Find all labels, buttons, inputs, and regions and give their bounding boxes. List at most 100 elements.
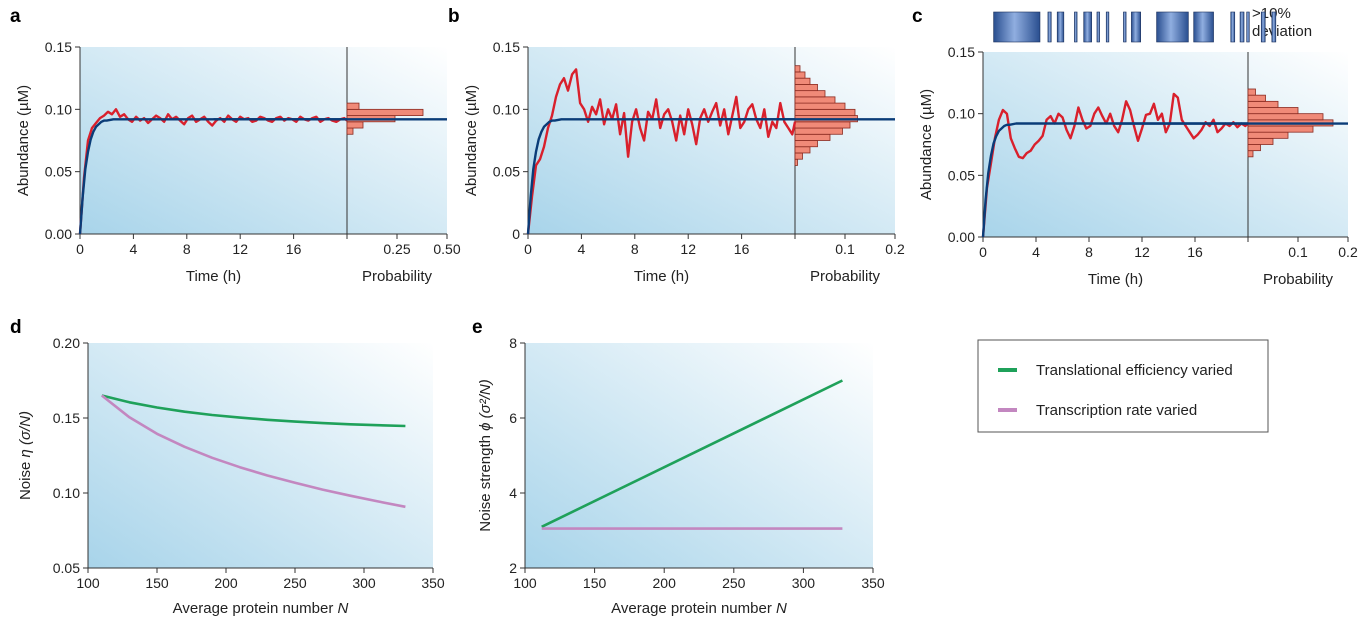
panel-letter-b: b: [448, 6, 460, 27]
x-tick-label: 100: [76, 575, 100, 591]
x-tick-label: 300: [792, 575, 816, 591]
y-tick-label: 0.10: [45, 101, 72, 117]
x-tick-label: 100: [513, 575, 537, 591]
histogram-bar: [1247, 88, 1256, 96]
x-tick-label: 0: [524, 241, 532, 257]
deviation-bar: [1260, 11, 1266, 43]
histogram-bar: [794, 77, 811, 85]
x-tick-label: 200: [653, 575, 677, 591]
histogram-bar: [1247, 113, 1324, 121]
x-tick-label: 12: [1134, 244, 1150, 260]
x-tick-label: 150: [145, 575, 169, 591]
x-tick-label: 4: [1032, 244, 1040, 260]
histogram-bar: [794, 121, 851, 129]
deviation-label-line1: >10%: [1252, 5, 1291, 22]
deviation-bar: [1096, 11, 1100, 43]
histogram-bar: [1247, 107, 1299, 115]
deviation-bar: [1271, 11, 1277, 43]
y-axis-label-symbol: η (σ/N): [17, 411, 34, 458]
x-axis-label-symbol: N: [776, 600, 787, 617]
deviation-bar: [1239, 11, 1245, 43]
x-axis-label: Average protein number N: [173, 600, 349, 617]
histogram-bar: [1247, 131, 1289, 139]
x-tick-label: 16: [734, 241, 750, 257]
histogram-bar: [794, 152, 803, 160]
x-tick-label: 300: [352, 575, 376, 591]
panel-letter-a: a: [10, 6, 21, 27]
histogram-bar: [794, 158, 798, 166]
y-tick-label: 0.10: [493, 101, 520, 117]
deviation-bar: [1056, 11, 1065, 43]
y-tick-label: 0.15: [53, 410, 80, 426]
hist-x-tick-label: 0.1: [1288, 244, 1308, 260]
hist-x-tick-label: 0.25: [383, 241, 410, 257]
x-axis-label: Time (h): [1088, 271, 1143, 288]
histogram-bar: [794, 71, 806, 79]
hist-axis-label: Probability: [362, 268, 433, 285]
hist-axis-label: Probability: [1263, 271, 1334, 288]
panel-d: 0.05 0.10 0.15 0.20 100 150 200 250 300 350 Averag…: [17, 335, 445, 617]
histogram-bar: [794, 127, 843, 135]
x-tick-label: 350: [421, 575, 445, 591]
histogram-bar: [346, 102, 360, 110]
y-tick-label: 0.10: [948, 106, 975, 122]
histogram-bar: [794, 84, 818, 92]
hist-x-tick-label: 0.2: [1338, 244, 1358, 260]
y-tick-label: 2: [509, 560, 517, 576]
y-axis-label-text: Noise strength: [477, 431, 494, 532]
deviation-bar: [1083, 11, 1092, 43]
y-tick-label: 0.15: [948, 44, 975, 60]
hist-x-tick-label: 0.2: [885, 241, 905, 257]
x-tick-label: 0: [979, 244, 987, 260]
pink-series-line: [100, 394, 406, 509]
histogram-bar: [346, 127, 354, 135]
y-tick-label: 0.05: [53, 560, 80, 576]
histogram-bar: [794, 140, 818, 148]
x-axis-label-text: Average protein number: [611, 600, 776, 617]
histogram-bar: [794, 96, 836, 104]
deviation-bar: [1105, 11, 1110, 43]
green-series-line: [101, 394, 406, 428]
histogram-bar: [794, 102, 846, 110]
x-axis-label-symbol: N: [337, 600, 348, 617]
x-tick-label: 250: [283, 575, 307, 591]
x-tick-label: 4: [130, 241, 138, 257]
deviation-bar: [1074, 11, 1078, 43]
deviation-bar: [1193, 11, 1214, 43]
y-axis-label: Noise η (σ/N): [17, 411, 34, 500]
y-axis-label: Abundance (µM): [918, 89, 935, 200]
y-tick-label: 0.00: [948, 229, 975, 245]
y-tick-label: 0.00: [45, 226, 72, 242]
x-tick-label: 0: [76, 241, 84, 257]
x-tick-label: 12: [680, 241, 696, 257]
x-tick-label: 4: [578, 241, 586, 257]
y-tick-label: 0.05: [45, 164, 72, 180]
x-tick-label: 350: [861, 575, 885, 591]
y-axis-label: Noise strength ϕ (σ²/N): [477, 379, 494, 531]
y-tick-label: 8: [509, 335, 517, 351]
y-axis-label-symbol: ϕ (σ²/N): [477, 379, 494, 431]
x-axis-label-text: Average protein number: [173, 600, 338, 617]
y-tick-label: 4: [509, 485, 517, 501]
histogram-bar: [1247, 137, 1274, 145]
histogram-bar: [794, 108, 856, 116]
y-tick-label: 0.05: [493, 164, 520, 180]
y-axis-label-text: Noise: [17, 458, 34, 501]
y-tick-label: 0.20: [53, 335, 80, 351]
panel-c: 0.00 0.05 0.10 0.15 0 4 8 12 16 0.1 0.2 Time (h) Pro…: [918, 11, 1358, 288]
hist-x-tick-label: 0.50: [433, 241, 460, 257]
plot-background: [80, 47, 447, 234]
x-tick-label: 8: [1085, 244, 1093, 260]
histogram-bar: [1247, 144, 1261, 152]
y-tick-label: 0.05: [948, 167, 975, 183]
panel-letter-e: e: [472, 317, 483, 338]
stochastic-series-line: [526, 68, 797, 235]
panel-letter-d: d: [10, 317, 22, 338]
plot-background: [983, 52, 1348, 237]
hist-x-tick-label: 0.1: [835, 241, 855, 257]
histogram-bar: [346, 121, 364, 129]
x-tick-label: 16: [286, 241, 302, 257]
y-axis-label: Abundance (µM): [463, 85, 480, 196]
